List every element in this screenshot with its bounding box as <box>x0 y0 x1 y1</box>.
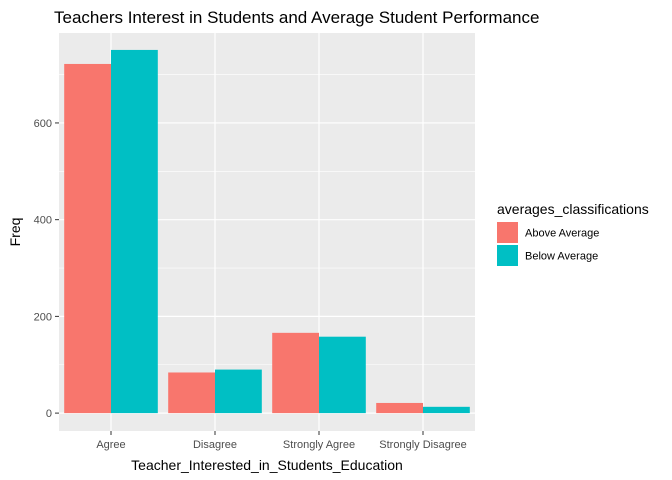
x-axis: Agree Disagree Strongly Agree Strongly Disa… <box>96 431 467 451</box>
y-tick-label: 400 <box>34 215 52 227</box>
legend-title: averages_classifications <box>497 201 649 217</box>
bar-below-average-disagree <box>215 369 262 414</box>
y-tick-label: 200 <box>34 311 52 323</box>
y-axis-title: Freq <box>7 218 23 247</box>
x-tick-label: Strongly Disagree <box>379 439 466 451</box>
x-tick-label: Strongly Agree <box>283 439 355 451</box>
legend-label: Below Average <box>525 251 598 263</box>
bar-below-average-strongly-disagree <box>423 406 470 414</box>
bar-above-average-disagree <box>168 372 215 414</box>
y-axis: 0 200 400 600 <box>34 118 59 420</box>
bar-below-average-strongly-agree <box>319 336 366 414</box>
bar-below-average-agree <box>111 49 158 414</box>
y-tick-label: 0 <box>46 408 52 420</box>
bar-above-average-strongly-agree <box>272 332 319 414</box>
legend-key <box>497 245 518 266</box>
bars <box>64 49 470 414</box>
legend-label: Above Average <box>525 228 599 240</box>
x-tick-label: Disagree <box>193 439 237 451</box>
x-axis-title: Teacher_Interested_in_Students_Education <box>131 457 403 473</box>
chart-title: Teachers Interest in Students and Averag… <box>54 8 539 27</box>
legend: averages_classifications Above Average Be… <box>497 201 649 266</box>
y-tick-label: 600 <box>34 118 52 130</box>
bar-above-average-strongly-disagree <box>376 402 423 414</box>
bar-above-average-agree <box>64 63 111 414</box>
legend-key <box>497 222 518 243</box>
x-tick-label: Agree <box>96 439 125 451</box>
